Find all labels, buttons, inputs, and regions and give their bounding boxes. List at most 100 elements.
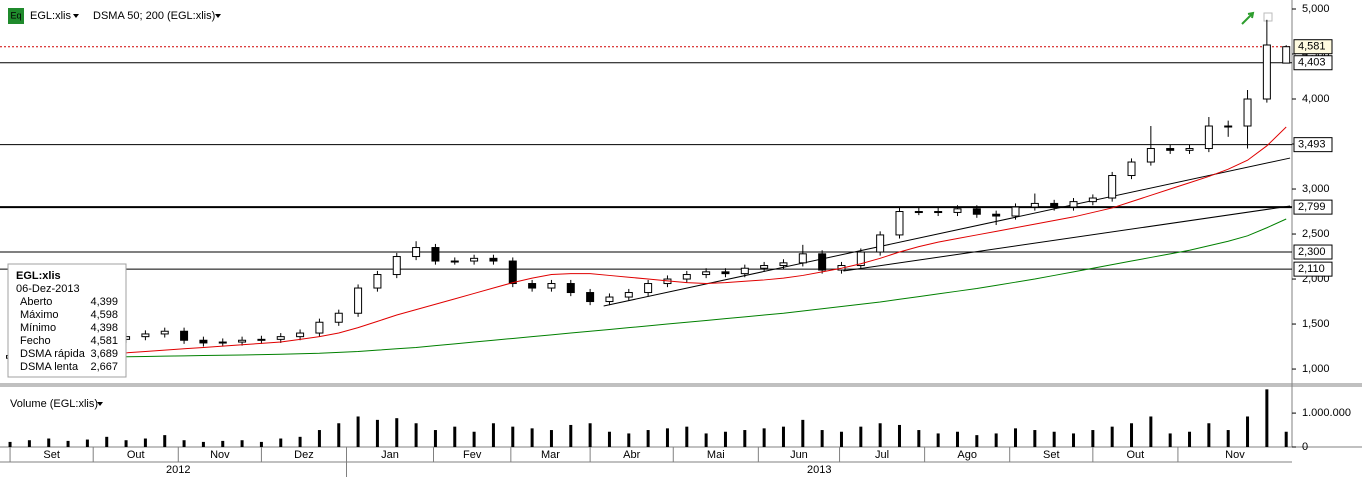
candle-body: [702, 271, 711, 276]
indicator-label[interactable]: DSMA 50; 200 (EGL:xlis): [93, 10, 215, 22]
candle-body: [1224, 125, 1233, 128]
candle-body: [1282, 46, 1291, 64]
candle-body: [624, 292, 633, 298]
candle-body: [586, 292, 595, 303]
dropdown-arrow[interactable]: [73, 14, 79, 18]
symbol-label[interactable]: EGL:xlis: [30, 10, 71, 22]
trend-icon[interactable]: [1241, 11, 1255, 25]
volume-tick-label: 0: [1302, 441, 1308, 453]
info-value: 4,598: [90, 309, 118, 321]
candle-body: [644, 283, 653, 294]
level-label: 4,403: [1298, 57, 1326, 69]
candle-body: [566, 283, 575, 294]
volume-bar: [549, 430, 553, 447]
level-label-box: [1293, 261, 1333, 277]
month-label: Out: [1127, 449, 1145, 461]
info-label: DSMA rápida: [20, 348, 86, 360]
moving-average-line: [87, 126, 1287, 357]
month-label: Abr: [623, 449, 640, 461]
volume-bar: [182, 440, 186, 447]
level-label-box: [1293, 137, 1333, 153]
candle-body: [1069, 201, 1078, 208]
volume-bar: [685, 426, 689, 447]
volume-bar: [66, 440, 70, 447]
month-label: Mai: [707, 449, 725, 461]
dropdown-arrow[interactable]: [97, 402, 103, 406]
candle-body: [1243, 98, 1252, 127]
y-tick-label: 5,000: [1302, 3, 1330, 15]
candle-body: [682, 274, 691, 280]
volume-bar: [820, 430, 824, 447]
info-value: 4,581: [90, 335, 118, 347]
symbol-icon-text: Eq: [10, 10, 21, 20]
candle-body: [856, 251, 865, 267]
candle-body: [779, 262, 788, 267]
candle-body: [296, 332, 305, 338]
month-label: Jul: [875, 449, 889, 461]
level-label: 2,799: [1298, 201, 1326, 213]
volume-bar: [743, 430, 747, 447]
candle-body: [180, 330, 189, 341]
volume-bar: [259, 441, 263, 447]
candle-body: [953, 208, 962, 213]
volume-bar: [646, 430, 650, 447]
candle-body: [992, 213, 1001, 217]
volume-bar: [994, 433, 998, 447]
candle-body: [1050, 202, 1059, 208]
volume-bar: [395, 418, 399, 447]
candle-body: [257, 338, 266, 341]
volume-bar: [221, 440, 225, 447]
volume-title[interactable]: Volume (EGL:xlis): [10, 398, 98, 410]
symbol-icon[interactable]: [8, 8, 24, 24]
volume-bar: [433, 430, 437, 447]
volume-bar: [1014, 428, 1018, 447]
y-tick-label: 1,000: [1302, 363, 1330, 375]
candle-body: [1030, 202, 1039, 208]
candle-body: [508, 260, 517, 285]
candle-body: [914, 211, 923, 214]
volume-bar: [163, 435, 167, 447]
candle-body: [1262, 44, 1271, 100]
info-label: DSMA lenta: [20, 361, 79, 373]
maximize-icon[interactable]: [1263, 12, 1273, 22]
info-label: Máximo: [20, 309, 59, 321]
candle-body: [450, 260, 459, 263]
volume-bar: [1265, 389, 1269, 447]
y-tick-label: 4,000: [1302, 93, 1330, 105]
volume-bar: [240, 440, 244, 447]
y-tick-label: 3,000: [1302, 183, 1330, 195]
level-label: 2,110: [1298, 263, 1325, 275]
candle-body: [315, 321, 324, 334]
volume-bar: [936, 433, 940, 447]
volume-bar: [1207, 423, 1211, 447]
level-label-box: [1293, 55, 1333, 71]
candle-body: [818, 253, 827, 271]
volume-bar: [1246, 416, 1250, 447]
volume-bar: [1052, 431, 1056, 447]
month-label: Mar: [541, 449, 560, 461]
candle-body: [431, 247, 440, 262]
volume-bar: [1110, 426, 1114, 447]
candle-body: [895, 211, 904, 236]
volume-bar: [665, 428, 669, 447]
candle-body: [1088, 197, 1097, 203]
volume-bar: [201, 441, 205, 447]
volume-bar: [607, 431, 611, 447]
info-label: Fecho: [20, 335, 51, 347]
dropdown-arrow[interactable]: [215, 14, 221, 18]
info-title: EGL:xlis: [16, 270, 61, 282]
volume-bar: [530, 428, 534, 447]
level-label-box: [1293, 39, 1333, 55]
volume-bar: [839, 431, 843, 447]
volume-bar: [356, 416, 360, 447]
candle-body: [1127, 161, 1136, 177]
volume-bar: [1072, 433, 1076, 447]
candle-body: [392, 256, 401, 276]
info-value: 4,399: [90, 296, 118, 308]
volume-bar: [569, 424, 573, 447]
candle-body: [1204, 125, 1213, 150]
level-label-box: [1293, 199, 1333, 215]
volume-tick-label: 1.000.000: [1302, 407, 1351, 419]
volume-bar: [781, 426, 785, 447]
level-label-box: [1293, 244, 1333, 260]
